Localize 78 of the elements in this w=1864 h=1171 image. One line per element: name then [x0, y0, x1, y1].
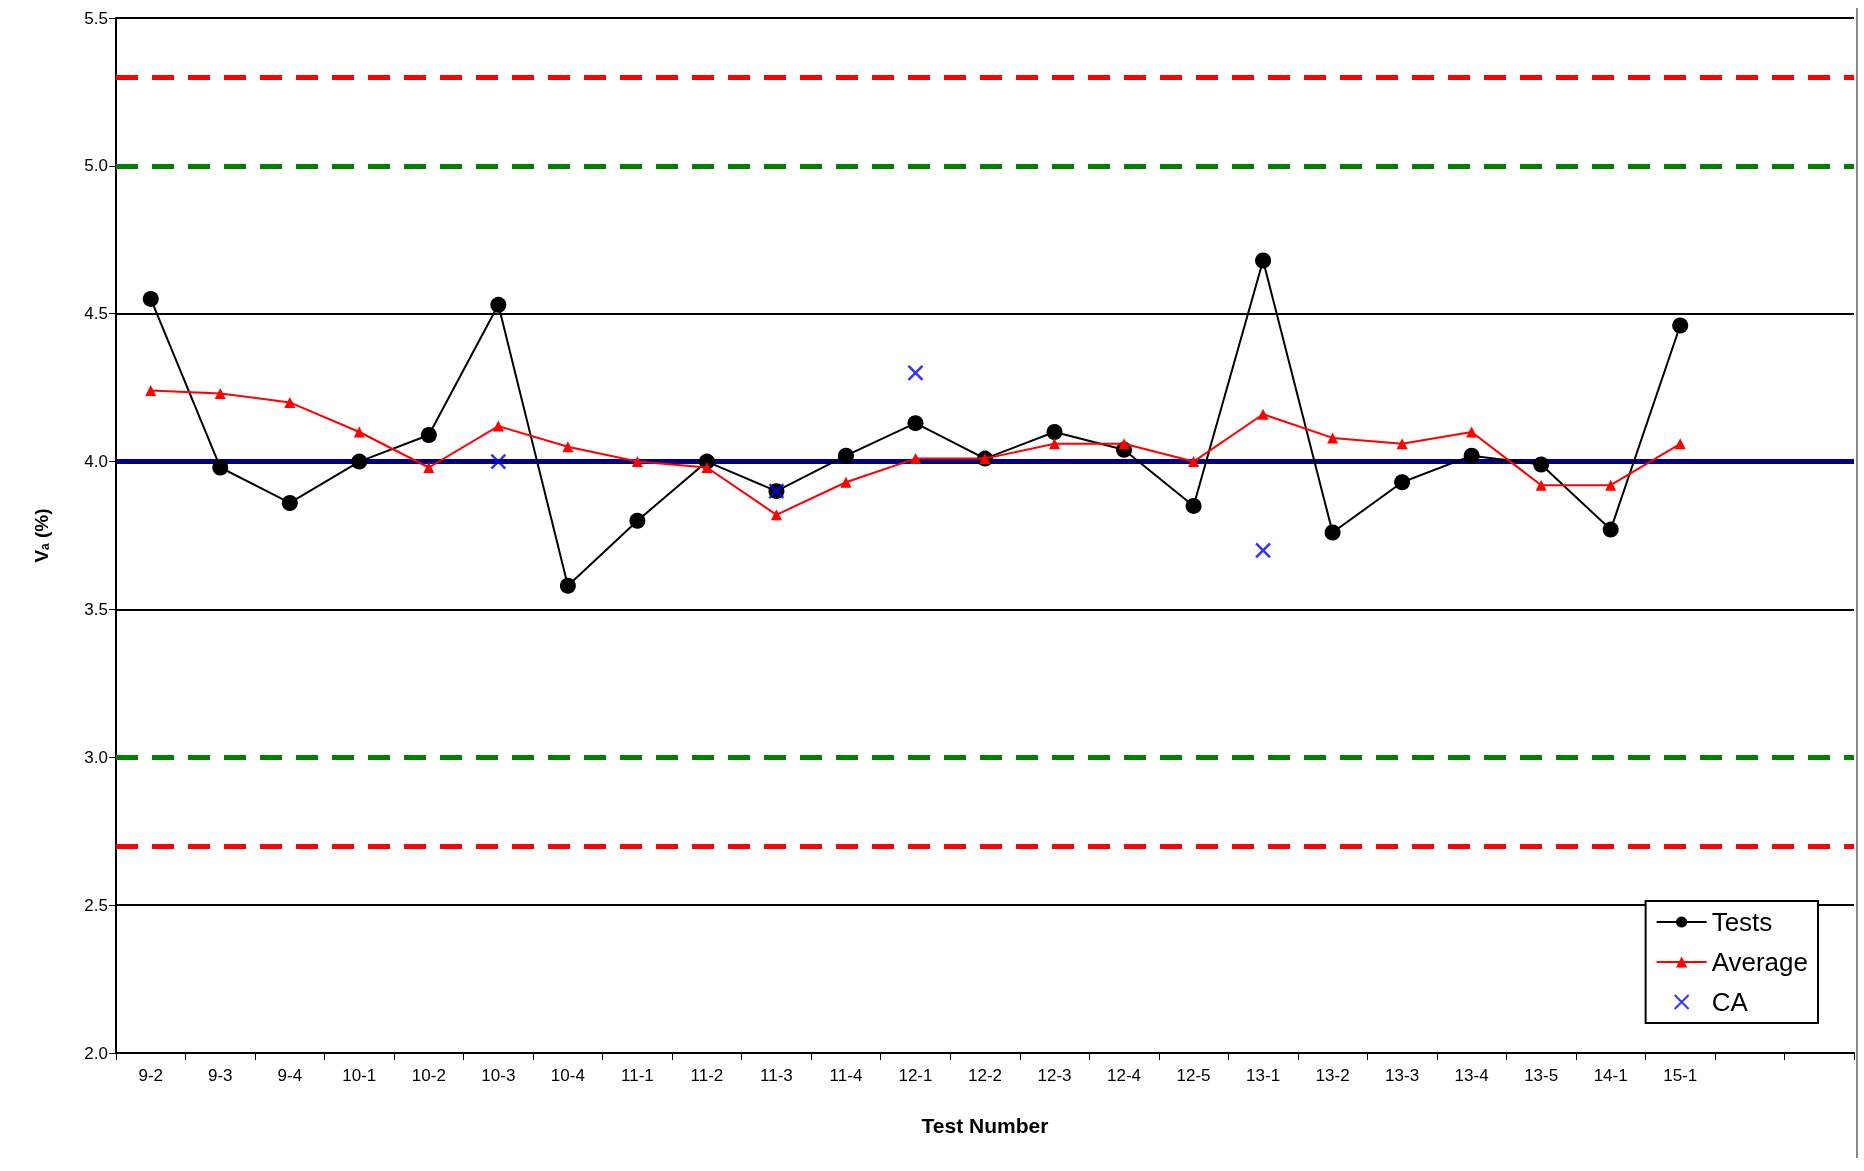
x-tick-label: 12-1	[898, 1066, 933, 1085]
point	[490, 453, 507, 470]
point	[629, 512, 646, 529]
point	[281, 494, 298, 511]
x-tick-label: 13-4	[1454, 1066, 1489, 1085]
point	[1254, 542, 1272, 559]
point	[907, 364, 924, 382]
x-tick-label: 13-3	[1385, 1066, 1420, 1085]
point	[490, 296, 507, 313]
x-tick-label: 12-4	[1107, 1066, 1142, 1085]
point	[145, 385, 157, 397]
legend-label: CA	[1711, 987, 1749, 1017]
y-tick-label: 4.5	[84, 304, 108, 324]
point	[492, 420, 504, 432]
y-tick-label: 4.0	[84, 452, 108, 472]
point	[1185, 497, 1202, 514]
point	[562, 441, 574, 453]
point	[770, 509, 782, 521]
x-tick-label: 10-3	[481, 1066, 516, 1085]
point	[351, 453, 368, 470]
point	[1466, 426, 1478, 438]
x-tick-label: 12-5	[1176, 1066, 1211, 1085]
point	[1535, 479, 1547, 491]
x-tick-label: 10-2	[411, 1066, 446, 1085]
x-tick-label: 11-1	[621, 1066, 654, 1085]
x-tick-label: 10-4	[550, 1066, 585, 1085]
y-tick-label: 5.0	[84, 156, 108, 176]
point	[1672, 317, 1689, 334]
x-tick-label: 12-2	[967, 1066, 1003, 1085]
point	[1257, 408, 1269, 420]
y-tick-label: 5.5	[84, 8, 108, 28]
x-tick-label: 9-3	[207, 1066, 233, 1085]
y-tick-label: 2.0	[84, 1043, 108, 1063]
point	[284, 396, 296, 408]
x-tick-label: 9-4	[277, 1066, 303, 1085]
point	[840, 476, 852, 488]
point	[909, 453, 921, 465]
x-tick-label: 13-5	[1524, 1066, 1559, 1085]
point	[1049, 438, 1061, 450]
legend-label: Tests	[1711, 907, 1773, 937]
x-tick-label: 9-2	[138, 1066, 164, 1085]
point	[1463, 447, 1480, 464]
point	[1602, 521, 1619, 538]
point	[423, 461, 435, 473]
y-axis-title: Va (%)	[30, 508, 52, 563]
point	[631, 456, 643, 468]
point	[1255, 252, 1272, 269]
x-tick-label: 14-1	[1593, 1066, 1628, 1085]
point	[559, 577, 576, 594]
y-tick-label: 2.5	[84, 895, 108, 915]
point	[1327, 432, 1339, 444]
x-tick-label: 13-1	[1246, 1066, 1281, 1085]
x-tick-label: 12-3	[1037, 1066, 1072, 1085]
point	[212, 459, 229, 476]
x-tick-label: 11-4	[829, 1066, 863, 1085]
point	[142, 290, 159, 307]
point	[353, 426, 365, 438]
x-tick-label: 13-2	[1315, 1066, 1350, 1085]
y-tick-label: 3.5	[84, 599, 108, 619]
point	[907, 415, 924, 432]
x-tick-label: 11-2	[690, 1066, 724, 1085]
x-tick-label: 10-1	[342, 1066, 377, 1085]
point	[1533, 456, 1550, 473]
point	[1394, 474, 1411, 491]
point	[1188, 456, 1200, 468]
point	[214, 388, 226, 400]
x-tick-label: 15-1	[1663, 1066, 1698, 1085]
point	[1605, 479, 1617, 491]
point	[420, 426, 437, 443]
point	[837, 447, 854, 464]
point	[1046, 424, 1063, 440]
y-tick-label: 3.0	[84, 747, 108, 767]
point	[1674, 438, 1686, 450]
x-axis-title: Test Number	[921, 1114, 1049, 1137]
legend-label: Average	[1711, 947, 1808, 977]
point	[1324, 524, 1341, 541]
x-tick-label: 11-3	[760, 1066, 793, 1085]
point	[1396, 438, 1408, 450]
